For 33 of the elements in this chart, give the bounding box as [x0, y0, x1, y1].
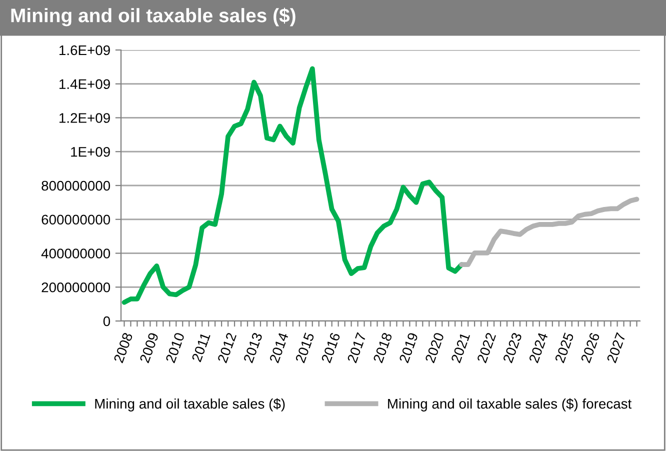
y-tick-label: 200000000: [42, 282, 110, 292]
x-tick-label: 2010: [165, 332, 185, 364]
x-tick-label: 2014: [269, 332, 289, 364]
x-tick-label: 2018: [372, 332, 392, 364]
x-tick-label: 2020: [424, 332, 444, 364]
legend-label: Mining and oil taxable sales ($): [95, 398, 285, 412]
x-tick-label: 2019: [398, 332, 418, 364]
x-tick-label: 2023: [502, 332, 522, 364]
y-tick-label: 1E+09: [71, 146, 110, 157]
line-series: [122, 66, 464, 305]
x-tick-label: 2015: [295, 332, 314, 364]
y-tick-label: 1.2E+09: [60, 113, 110, 123]
x-tick-label: 2027: [606, 332, 626, 364]
y-tick-label: 1.4E+09: [60, 79, 110, 90]
x-tick-label: 2024: [528, 332, 548, 364]
y-tick-label: 1.6E+09: [60, 45, 110, 56]
x-tick-label: 2017: [347, 332, 366, 364]
chart-title: Mining and oil taxable sales ($): [11, 8, 296, 26]
y-tick-label: 0: [103, 316, 110, 326]
y-tick-label: 400000000: [41, 248, 110, 258]
x-tick-label: 2012: [217, 332, 237, 364]
x-tick-label: 2009: [139, 332, 159, 364]
x-tick-label: 2021: [450, 332, 470, 364]
x-tick-label: 2022: [476, 332, 496, 364]
legend-label: Mining and oil taxable sales ($) forecast: [388, 398, 632, 412]
x-tick-label: 2016: [321, 332, 340, 364]
x-tick-label: 2013: [243, 332, 263, 364]
y-tick-label: 800000000: [42, 180, 110, 191]
x-tick-label: 2011: [191, 332, 210, 362]
x-tick-label: 2008: [113, 332, 133, 364]
x-tick-label: 2025: [554, 332, 574, 364]
y-tick-label: 600000000: [42, 214, 110, 225]
x-tick-label: 2026: [580, 332, 600, 364]
